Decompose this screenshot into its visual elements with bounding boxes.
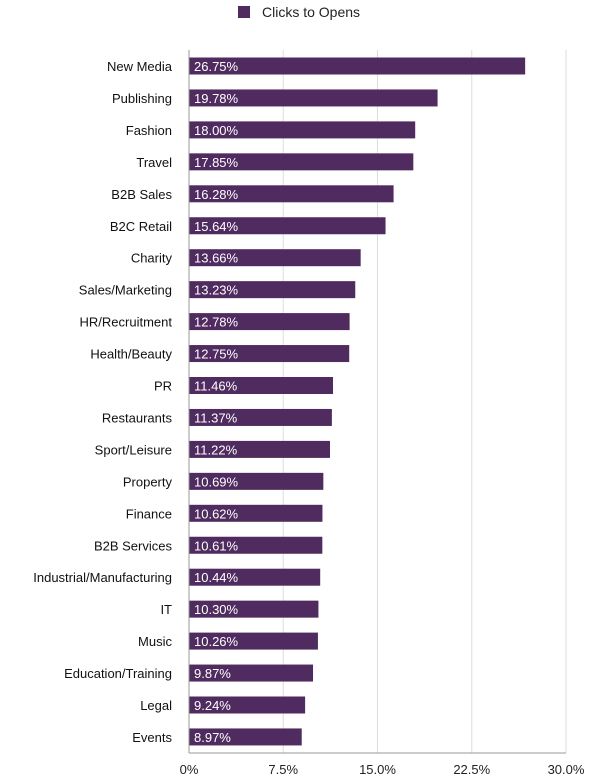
bar bbox=[189, 281, 356, 299]
data-label: 12.75% bbox=[194, 347, 239, 362]
category-label: Legal bbox=[140, 698, 172, 713]
x-tick-label: 15.0% bbox=[359, 762, 396, 777]
category-label: Travel bbox=[136, 155, 172, 170]
category-label: Events bbox=[132, 730, 172, 745]
category-label: Education/Training bbox=[64, 666, 172, 681]
x-tick-label: 7.5% bbox=[268, 762, 298, 777]
category-label: Charity bbox=[131, 251, 173, 266]
data-label: 10.69% bbox=[194, 474, 239, 489]
bar bbox=[189, 345, 350, 363]
bar bbox=[189, 57, 526, 75]
category-label: Sport/Leisure bbox=[95, 442, 172, 457]
bar bbox=[189, 696, 306, 714]
x-tick-label: 30.0% bbox=[548, 762, 585, 777]
bar bbox=[189, 313, 350, 331]
data-label: 10.26% bbox=[194, 634, 239, 649]
data-label: 9.24% bbox=[194, 698, 231, 713]
data-label: 16.28% bbox=[194, 187, 239, 202]
bar bbox=[189, 568, 321, 586]
data-label: 15.64% bbox=[194, 219, 239, 234]
data-label: 17.85% bbox=[194, 155, 239, 170]
data-label: 18.00% bbox=[194, 123, 239, 138]
legend-swatch bbox=[238, 6, 250, 18]
category-label: Property bbox=[123, 474, 173, 489]
category-label: New Media bbox=[107, 59, 173, 74]
data-label: 12.78% bbox=[194, 315, 239, 330]
bar bbox=[189, 728, 302, 746]
bar bbox=[189, 632, 318, 650]
bar bbox=[189, 249, 361, 267]
category-label: Industrial/Manufacturing bbox=[33, 570, 172, 585]
bar bbox=[189, 408, 332, 426]
category-label: Health/Beauty bbox=[90, 347, 172, 362]
data-label: 10.61% bbox=[194, 538, 239, 553]
bar bbox=[189, 440, 330, 458]
data-label: 13.66% bbox=[194, 251, 239, 266]
category-label: PR bbox=[154, 379, 172, 394]
bar bbox=[189, 664, 314, 682]
bar bbox=[189, 121, 416, 139]
category-label: Restaurants bbox=[102, 410, 173, 425]
category-label: B2B Services bbox=[94, 538, 173, 553]
bar bbox=[189, 504, 323, 522]
data-label: 19.78% bbox=[194, 91, 239, 106]
bar bbox=[189, 89, 438, 107]
data-label: 13.23% bbox=[194, 283, 239, 298]
bar bbox=[189, 536, 323, 554]
category-label: Sales/Marketing bbox=[79, 283, 172, 298]
data-label: 10.62% bbox=[194, 506, 239, 521]
x-tick-label: 22.5% bbox=[453, 762, 490, 777]
bar bbox=[189, 217, 386, 235]
data-label: 11.46% bbox=[194, 379, 238, 394]
category-label: Finance bbox=[126, 506, 172, 521]
legend-label: Clicks to Opens bbox=[262, 4, 360, 20]
legend: Clicks to Opens bbox=[238, 4, 360, 20]
data-label: 11.22% bbox=[194, 442, 238, 457]
category-label: B2B Sales bbox=[111, 187, 172, 202]
data-label: 8.97% bbox=[194, 730, 231, 745]
category-label: Publishing bbox=[112, 91, 172, 106]
data-label: 11.37% bbox=[194, 410, 238, 425]
category-label: IT bbox=[160, 602, 172, 617]
data-label: 26.75% bbox=[194, 59, 239, 74]
bar bbox=[189, 153, 414, 171]
data-label: 10.44% bbox=[194, 570, 239, 585]
category-label: Fashion bbox=[126, 123, 172, 138]
category-label: Music bbox=[138, 634, 172, 649]
data-label: 10.30% bbox=[194, 602, 239, 617]
bar bbox=[189, 472, 324, 490]
bar bbox=[189, 377, 334, 394]
category-label: B2C Retail bbox=[110, 219, 172, 234]
bar bbox=[189, 185, 394, 203]
bar bbox=[189, 600, 319, 618]
category-label: HR/Recruitment bbox=[80, 315, 173, 330]
data-label: 9.87% bbox=[194, 666, 231, 681]
x-tick-label: 0% bbox=[180, 762, 199, 777]
